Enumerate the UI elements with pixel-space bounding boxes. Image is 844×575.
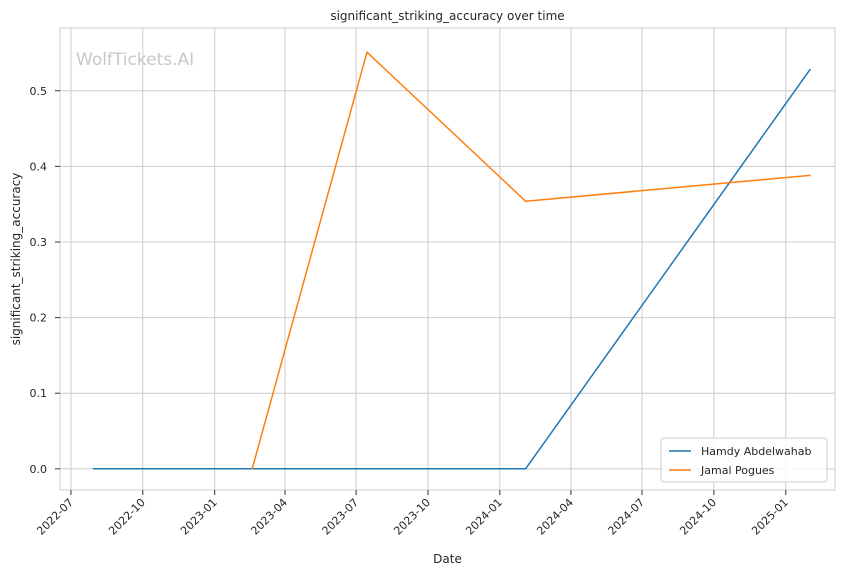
plot-frame xyxy=(59,27,836,491)
legend-label: Hamdy Abdelwahab xyxy=(701,445,811,458)
series-layer xyxy=(92,51,811,470)
legend: Hamdy Abdelwahab Jamal Pogues xyxy=(660,437,828,483)
y-tick-label: 0.5 xyxy=(30,85,48,98)
legend-label: Jamal Pogues xyxy=(700,464,775,477)
data-point xyxy=(366,51,368,53)
data-point xyxy=(524,200,527,202)
data-point xyxy=(251,468,253,470)
x-axis-title: Date xyxy=(433,552,462,566)
y-tick-label: 0.3 xyxy=(30,236,48,249)
legend-box xyxy=(660,437,828,483)
data-point xyxy=(809,174,811,177)
y-tick-label: 0.2 xyxy=(30,312,48,325)
data-point xyxy=(524,468,527,470)
data-point xyxy=(92,468,95,470)
watermark: WolfTickets.AI xyxy=(76,50,194,70)
data-point xyxy=(809,68,811,71)
y-tick-label: 0.4 xyxy=(30,160,48,173)
y-tick-label: 0.1 xyxy=(30,387,48,400)
y-axis-ticks: 0.0 0.1 0.2 0.3 0.4 0.5 xyxy=(30,85,60,476)
series-line-2 xyxy=(251,51,811,469)
y-axis-title: significant_striking_accuracy xyxy=(9,173,23,346)
y-tick-label: 0.0 xyxy=(30,463,48,476)
chart-title: significant_striking_accuracy over time xyxy=(330,9,564,23)
